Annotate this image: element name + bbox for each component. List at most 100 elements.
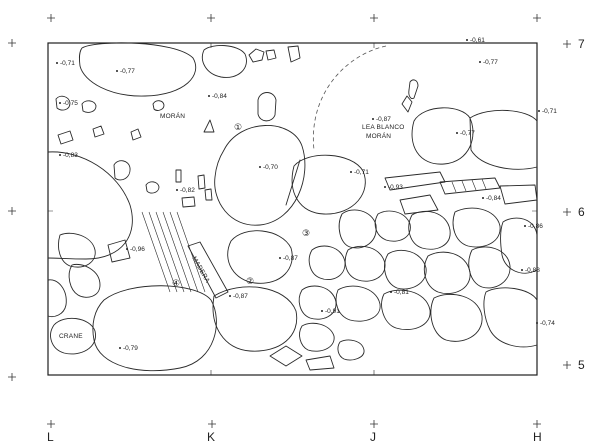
stone-outline [305, 355, 335, 371]
hatched-board [141, 211, 229, 299]
elevation-dot [229, 295, 231, 297]
stone-outline [439, 177, 501, 195]
stone-outline [201, 45, 247, 78]
stone-outline [58, 232, 96, 268]
grid-cross [533, 14, 541, 22]
board-outline [187, 241, 229, 299]
stone-outline [401, 95, 413, 113]
stone-outline [55, 95, 71, 111]
frame-tick [48, 43, 537, 375]
elevation-dot [126, 248, 128, 250]
stone-outline [145, 181, 160, 194]
note-label: MORÁN [366, 131, 391, 140]
elevation-dot [56, 62, 58, 64]
grid-column-label: K [207, 430, 215, 444]
elevation-label: -0,79 [123, 345, 138, 352]
elevation-label: -0,83 [63, 152, 78, 159]
stone-outline [500, 217, 538, 274]
elevation-label: -0,84 [486, 195, 501, 202]
stone-outline [483, 287, 538, 348]
elevation-label: -0,82 [180, 187, 195, 194]
plan-frame [47, 42, 538, 376]
grid-cross [533, 420, 541, 428]
stone-outline [374, 210, 411, 242]
elevation-dot [116, 70, 118, 72]
grid-row-label: 5 [578, 358, 585, 372]
grid-cross [8, 39, 16, 47]
elevation-label: -0,77 [483, 59, 498, 66]
stone-outline [469, 109, 538, 170]
stone-outline [499, 184, 538, 205]
grid-cross [370, 14, 378, 22]
elevation-label: -0,77 [120, 68, 135, 75]
stone-outline [430, 293, 483, 342]
zone-label: ② [246, 277, 254, 287]
elevation-label: -0,71 [542, 108, 557, 115]
stone-outline [204, 188, 213, 201]
grid-markers: 7 6 5 L K J H [8, 14, 585, 444]
grid-cross [563, 208, 571, 216]
stone-outline [152, 100, 165, 111]
grid-row-label: 7 [578, 37, 585, 51]
stone-outline [214, 125, 306, 226]
stones [47, 42, 538, 372]
elevation-dot [259, 166, 261, 168]
stone-outline [299, 322, 335, 352]
stone-outline [344, 245, 386, 282]
stone-outline [92, 125, 105, 138]
stone-outline [298, 285, 337, 320]
stone-outline [337, 339, 365, 361]
elevation-label: -0,87 [376, 116, 391, 123]
elevation-dot [59, 154, 61, 156]
elevation-dot [390, 291, 392, 293]
elevation-label: -0,91 [325, 308, 340, 315]
elevation-label: -0,96 [130, 246, 145, 253]
stone-outline [335, 285, 381, 322]
elevation-dot [536, 322, 538, 324]
grid-cross [563, 361, 571, 369]
elevation-dot [524, 225, 526, 227]
frame-border [47, 42, 538, 376]
elevation-dot [350, 171, 352, 173]
zone-label: ④ [172, 279, 180, 289]
stone-outline [47, 279, 67, 317]
elevation-dot [456, 132, 458, 134]
stone-outline [78, 42, 197, 97]
grid-cross [8, 373, 16, 381]
elevation-points: -0,71 -0,77 -0,75 -0,84 -0,83 -0,70 -0,7… [56, 37, 557, 352]
stone-outline [47, 151, 133, 260]
stone-outline [287, 45, 301, 63]
elevation-dot [538, 110, 540, 112]
grid-column-label: J [370, 430, 376, 444]
stone-outline [452, 207, 501, 248]
elevation-label: -0,75 [63, 100, 78, 107]
grid-cross [370, 420, 378, 428]
grid-column-label: L [47, 430, 54, 444]
grid-cross [207, 14, 215, 22]
elevation-label: -0,61 [470, 37, 485, 44]
stone-outline [175, 169, 182, 183]
plan-notes: MORÁN LEA BLANCO MORÁN CRANE MADERA [59, 111, 404, 340]
note-label: CRANE [59, 333, 83, 340]
stone-outline [68, 263, 101, 298]
grid-cross [563, 40, 571, 48]
zone-label: ① [234, 123, 242, 133]
zone-labels: ① ② ③ ④ [172, 123, 310, 289]
elevation-dot [279, 257, 281, 259]
stone-crack [285, 159, 301, 206]
note-label: LEA BLANCO [362, 124, 404, 131]
stone-outline [130, 128, 142, 141]
stone-outline [212, 286, 298, 352]
grid-cross [208, 420, 216, 428]
elevation-dot [479, 61, 481, 63]
grid-row-label: 6 [578, 205, 585, 219]
stone-outline [197, 174, 206, 190]
elevation-label: -0,86 [528, 223, 543, 230]
elevation-label: -0,71 [354, 169, 369, 176]
stone-outline [468, 246, 511, 289]
note-label: MORÁN [160, 111, 185, 120]
grid-cross [8, 207, 16, 215]
elevation-label: -0,74 [540, 320, 555, 327]
stone-outline [81, 100, 97, 113]
